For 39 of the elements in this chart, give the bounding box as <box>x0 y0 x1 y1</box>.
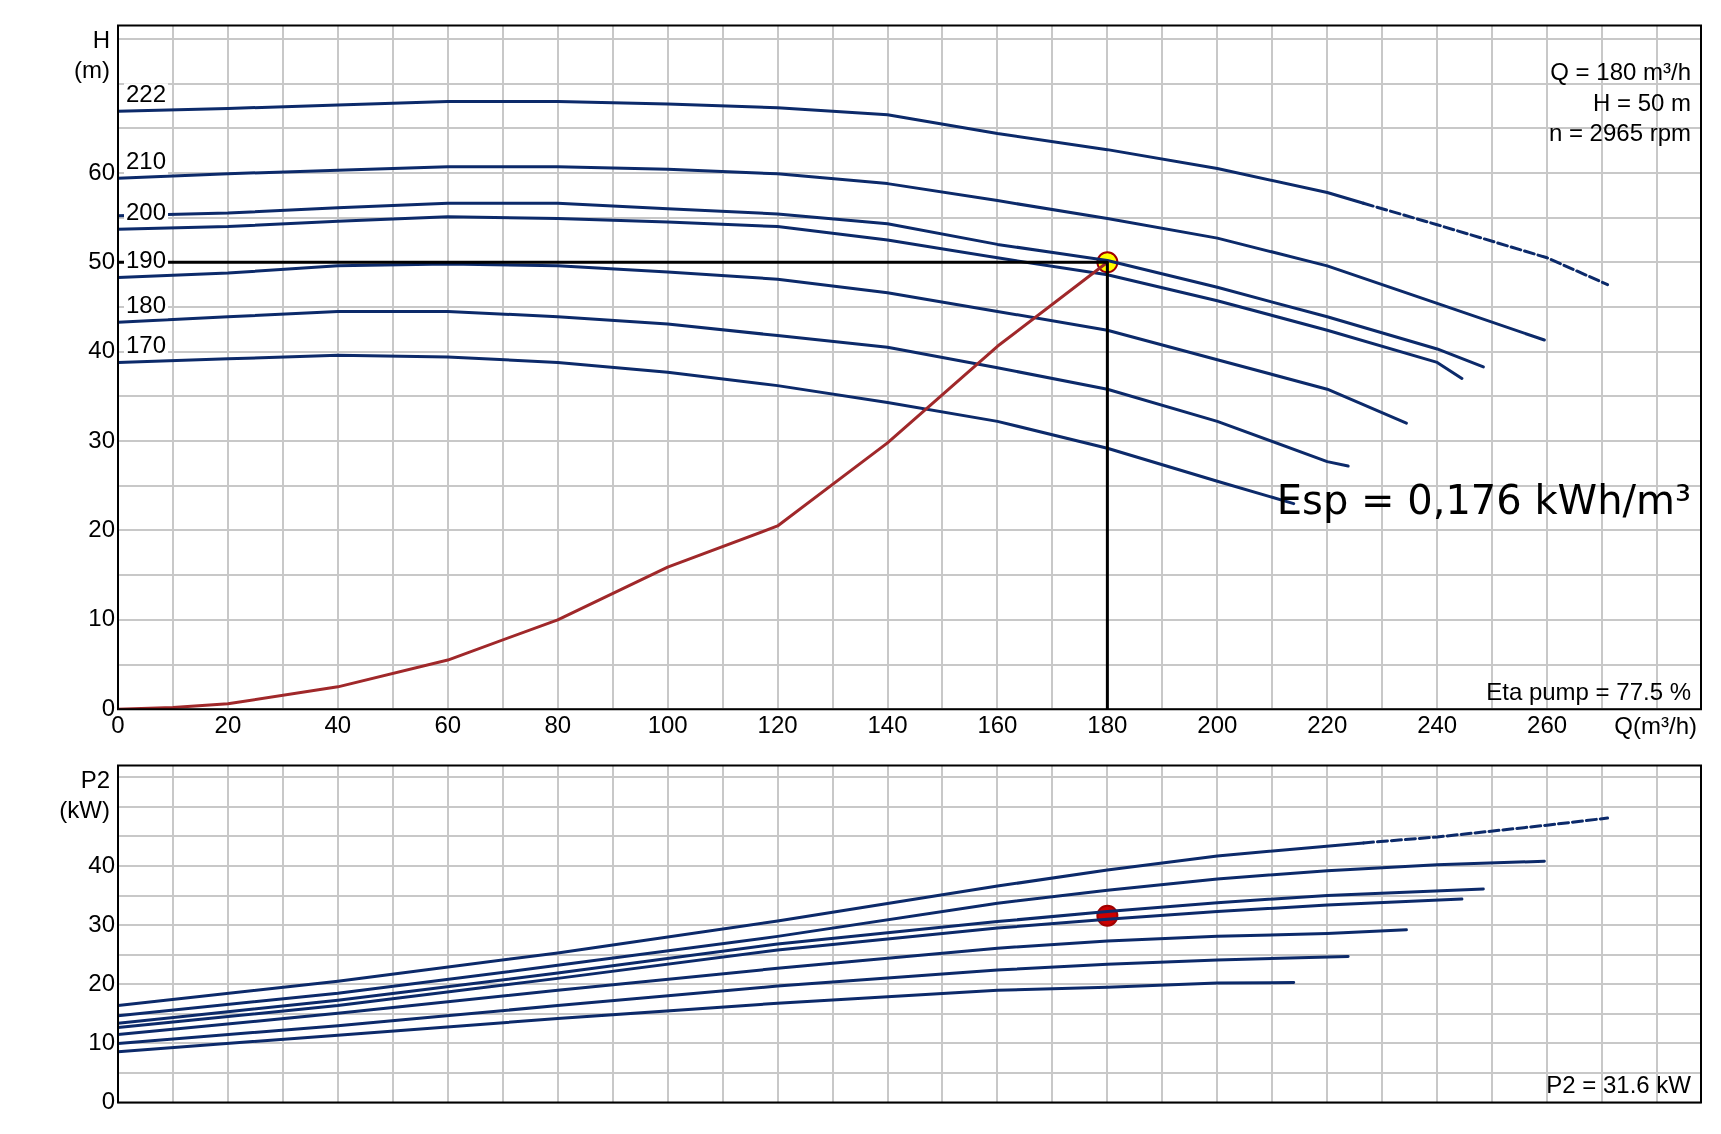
annotation: Q = 180 m³/h <box>1550 57 1691 85</box>
y-tick-label: 30 <box>88 909 115 937</box>
x-tick-label: 180 <box>1087 711 1128 739</box>
series-label: 222 <box>126 79 167 107</box>
y-tick-label: 10 <box>88 1028 115 1056</box>
y-tick-label: 30 <box>88 425 115 453</box>
x-tick-label: 120 <box>757 711 798 739</box>
y-tick-label: 0 <box>101 1087 115 1115</box>
y-axis-title: P2 (kW) <box>59 766 110 824</box>
x-axis-title: Q(m³/h) <box>1614 711 1697 739</box>
x-tick-label: 20 <box>214 711 242 739</box>
annotation: Eta pump = 77.5 % <box>1486 677 1691 705</box>
x-tick-label: 260 <box>1527 711 1568 739</box>
annotation: H = 50 m <box>1592 88 1691 116</box>
y-tick-label: 20 <box>88 968 115 996</box>
series-label: 180 <box>126 290 167 318</box>
x-tick-label: 140 <box>867 711 908 739</box>
annotation: Esp = 0,176 kWh/m³ <box>1276 477 1691 524</box>
x-tick-label: 200 <box>1197 711 1238 739</box>
x-tick-label: 100 <box>647 711 688 739</box>
annotation: n = 2965 rpm <box>1548 119 1691 147</box>
x-tick-label: 60 <box>434 711 462 739</box>
x-tick-label: 80 <box>544 711 572 739</box>
y-tick-label: 10 <box>88 604 115 632</box>
y-axis-title: H (m) <box>74 26 110 84</box>
y-tick-label: 40 <box>88 336 115 364</box>
series-label: 170 <box>126 331 167 359</box>
y-tick-label: 40 <box>88 850 115 878</box>
annotation: P2 = 31.6 kW <box>1546 1071 1692 1099</box>
series-label: 190 <box>126 246 167 274</box>
y-tick-label: 60 <box>88 157 115 185</box>
series-label: 200 <box>126 197 167 225</box>
y-tick-label: 20 <box>88 515 115 543</box>
series-label: 210 <box>126 146 167 174</box>
x-tick-label: 220 <box>1307 711 1348 739</box>
x-tick-label: 40 <box>324 711 352 739</box>
x-tick-label: 240 <box>1417 711 1458 739</box>
y-tick-label: 50 <box>88 246 115 274</box>
x-tick-label: 160 <box>977 711 1018 739</box>
